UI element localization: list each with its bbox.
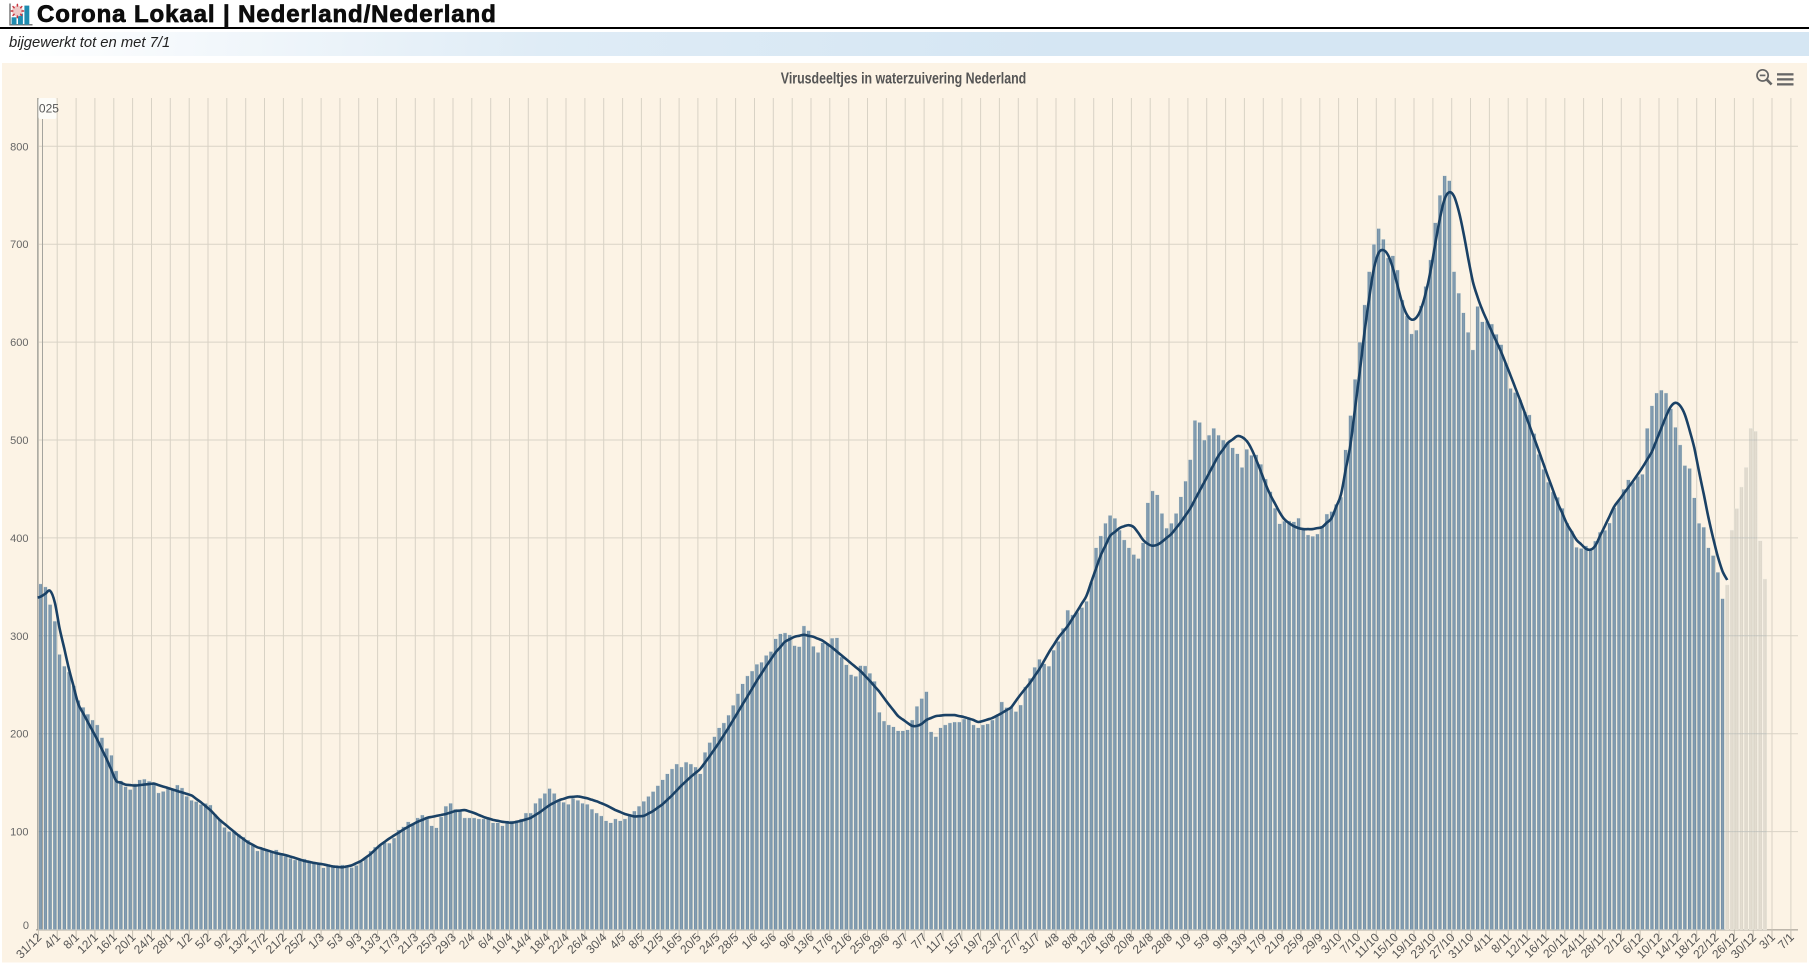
svg-text:Virusdeeltjes in waterzuiverin: Virusdeeltjes in waterzuivering Nederlan… bbox=[781, 69, 1026, 87]
svg-text:0: 0 bbox=[23, 920, 29, 932]
svg-text:500: 500 bbox=[10, 435, 28, 447]
svg-text:200: 200 bbox=[10, 729, 28, 741]
svg-text:025: 025 bbox=[39, 102, 59, 116]
svg-text:100: 100 bbox=[10, 827, 28, 839]
svg-text:700: 700 bbox=[10, 239, 28, 251]
svg-text:800: 800 bbox=[10, 141, 28, 153]
svg-text:300: 300 bbox=[10, 631, 28, 643]
svg-text:400: 400 bbox=[10, 533, 28, 545]
svg-text:600: 600 bbox=[10, 337, 28, 349]
